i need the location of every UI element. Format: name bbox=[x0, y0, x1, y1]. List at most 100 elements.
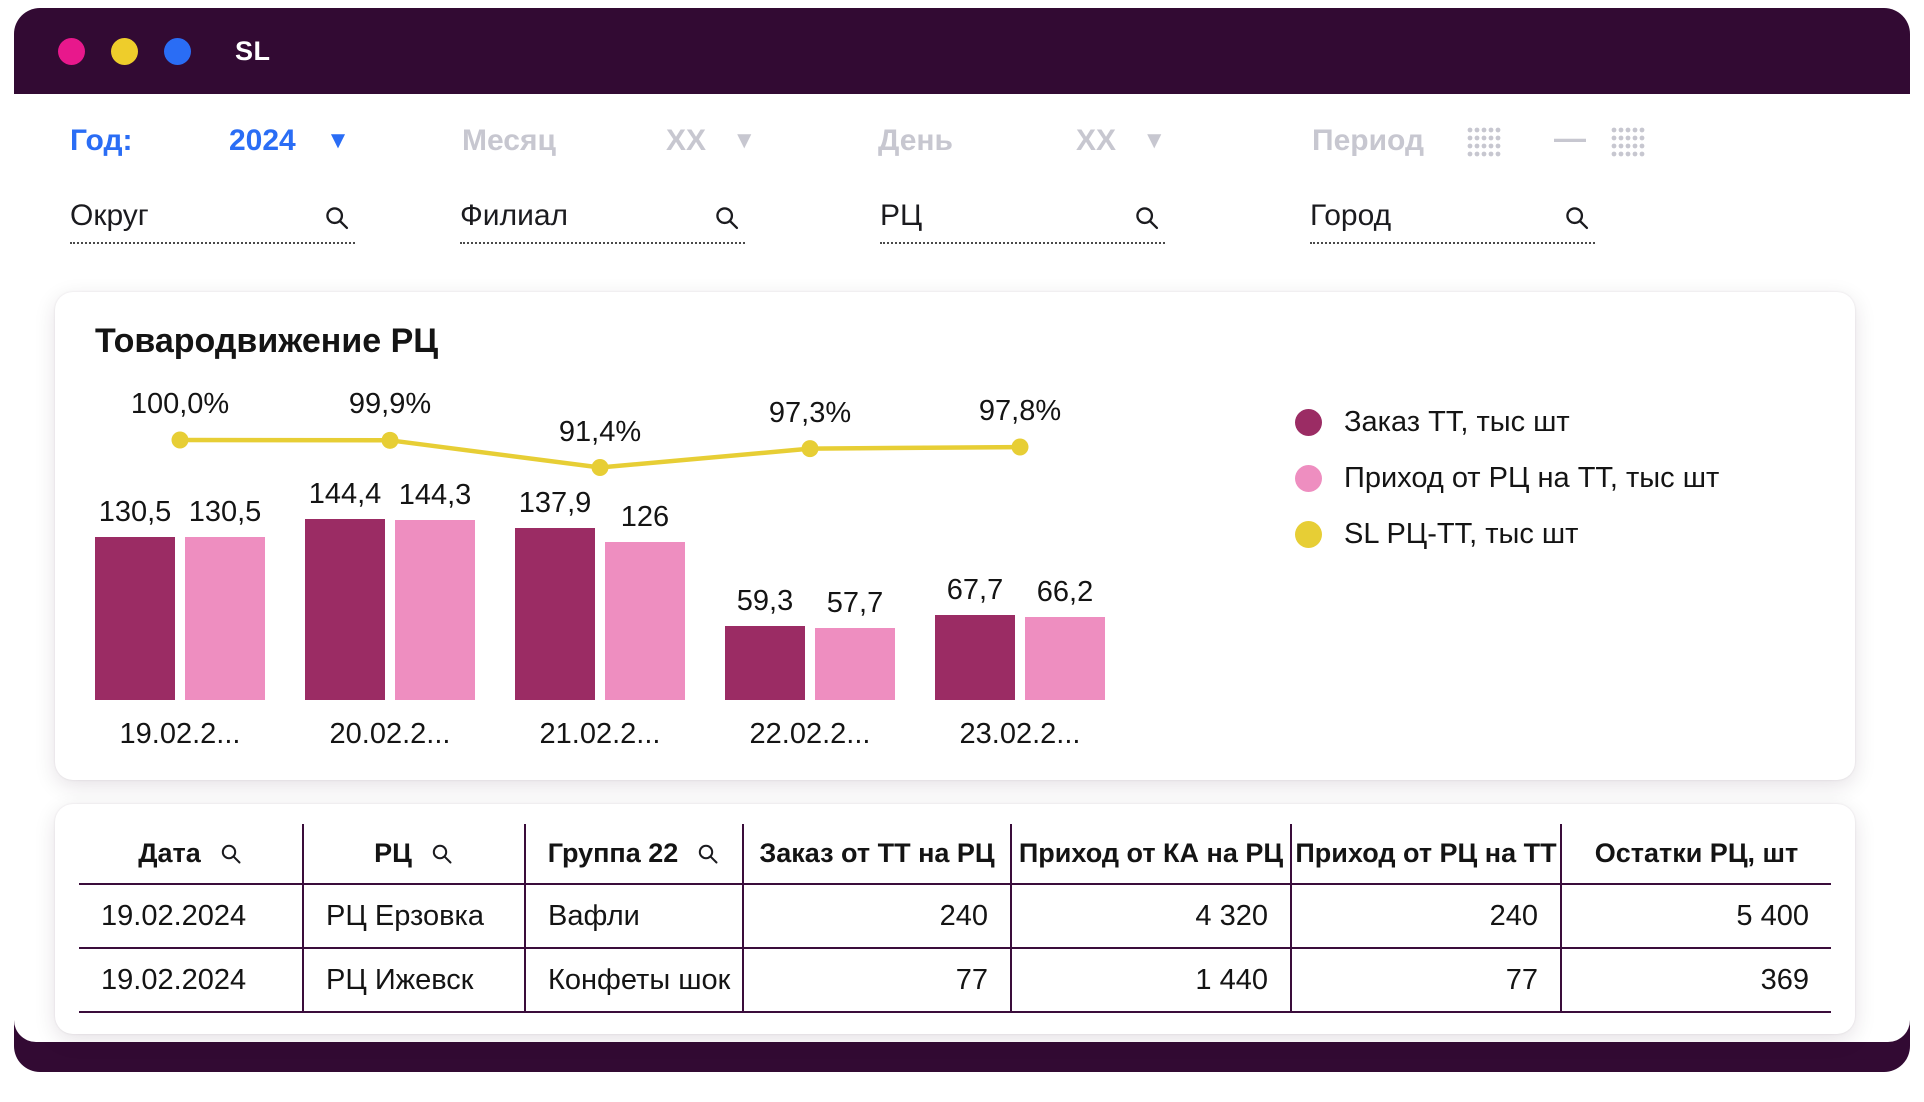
x-axis-label: 19.02.2... bbox=[119, 718, 241, 750]
bar-value-label: 130,5 bbox=[188, 496, 262, 528]
calendar-icon[interactable] bbox=[1610, 126, 1646, 166]
legend-item[interactable]: Заказ ТТ, тыс шт bbox=[1295, 404, 1719, 440]
bar bbox=[95, 537, 175, 700]
chart-legend: Заказ ТТ, тыс шт Приход от РЦ на ТТ, тыс … bbox=[1295, 404, 1719, 572]
column-header-label: Приход от РЦ на ТТ bbox=[1295, 838, 1557, 868]
city-search-input[interactable] bbox=[1310, 194, 1595, 238]
calendar-icon[interactable] bbox=[1466, 126, 1502, 166]
sl-line-point bbox=[801, 440, 819, 458]
day-filter-label: День bbox=[878, 124, 953, 157]
date-range-dash: — bbox=[1554, 120, 1586, 156]
day-select[interactable]: XX ▼ bbox=[1076, 124, 1166, 158]
month-select-value: XX bbox=[666, 124, 707, 157]
sl-line-point bbox=[591, 459, 609, 477]
column-header-label: Остатки РЦ, шт bbox=[1594, 838, 1799, 868]
search-icon[interactable] bbox=[219, 842, 243, 866]
table-cell: 5 400 bbox=[1561, 884, 1831, 949]
bar bbox=[395, 520, 475, 700]
minimize-window-button[interactable] bbox=[111, 37, 138, 65]
city-search-field[interactable] bbox=[1310, 194, 1595, 244]
legend-label: Приход от РЦ на ТТ, тыс шт bbox=[1344, 461, 1720, 494]
goods-movement-chart-card: Товародвижение РЦ 130,5 130,5 19.02.2... 10… bbox=[55, 292, 1855, 780]
bar bbox=[935, 615, 1015, 700]
month-select[interactable]: XX ▼ bbox=[666, 124, 756, 158]
column-header: Приход от РЦ на ТТ bbox=[1291, 824, 1562, 885]
day-select-value: XX bbox=[1076, 124, 1117, 157]
table-cell: Вафли bbox=[525, 884, 744, 949]
chevron-down-icon: ▼ bbox=[326, 127, 350, 154]
table-cell: 19.02.2024 bbox=[79, 884, 304, 949]
table-cell: 19.02.2024 bbox=[79, 948, 304, 1013]
bar-value-label: 126 bbox=[620, 501, 670, 533]
bar bbox=[515, 528, 595, 700]
chart-plot: 130,5 130,5 19.02.2... 100,0% 144,4 144,3 20.0… bbox=[91, 342, 1151, 782]
table-cell: 1 440 bbox=[1011, 948, 1292, 1013]
branch-search-field[interactable] bbox=[460, 194, 745, 244]
maximize-window-button[interactable] bbox=[164, 37, 191, 65]
legend-item[interactable]: Приход от РЦ на ТТ, тыс шт bbox=[1295, 460, 1719, 496]
year-select[interactable]: 2024 ▼ bbox=[229, 124, 350, 158]
bar-value-label: 144,4 bbox=[308, 478, 382, 510]
rc-search-field[interactable] bbox=[880, 194, 1165, 244]
table-row[interactable]: 19.02.2024 РЦ Ижевск Конфеты шок 77 1 440 77 3… bbox=[79, 948, 1831, 1013]
branch-search-input[interactable] bbox=[460, 194, 745, 238]
chart-title: Товародвижение РЦ bbox=[95, 322, 439, 360]
line-value-label: 97,3% bbox=[768, 396, 852, 429]
x-axis-label: 23.02.2... bbox=[959, 718, 1081, 750]
month-filter-label: Месяц bbox=[462, 124, 556, 157]
bar bbox=[305, 519, 385, 700]
bar bbox=[185, 537, 265, 700]
filter-bar-top: Год: 2024 ▼ Месяц XX ▼ День XX ▼ Период bbox=[14, 118, 1910, 168]
chevron-down-icon: ▼ bbox=[1142, 127, 1167, 154]
table-cell: 240 bbox=[1291, 884, 1562, 949]
app-window: SL Год: 2024 ▼ Месяц XX ▼ День XX ▼ Пери… bbox=[14, 8, 1910, 1072]
table-cell: РЦ Ижевск bbox=[303, 948, 526, 1013]
district-search-input[interactable] bbox=[70, 194, 355, 238]
sl-line-point bbox=[381, 431, 399, 449]
table-body: 19.02.2024 РЦ Ерзовка Вафли 240 4 320 240 5 40… bbox=[79, 884, 1831, 1013]
period-filter-label: Период bbox=[1312, 124, 1424, 157]
search-icon[interactable] bbox=[1133, 204, 1161, 232]
chevron-down-icon: ▼ bbox=[732, 127, 757, 154]
filter-bar-search bbox=[14, 194, 1910, 248]
search-icon[interactable] bbox=[1563, 204, 1591, 232]
table-cell: 369 bbox=[1561, 948, 1831, 1013]
line-value-label: 97,8% bbox=[978, 395, 1062, 428]
table-cell: Конфеты шок bbox=[525, 948, 744, 1013]
legend-item[interactable]: SL РЦ-ТТ, тыс шт bbox=[1295, 516, 1719, 552]
table-row[interactable]: 19.02.2024 РЦ Ерзовка Вафли 240 4 320 240 5 40… bbox=[79, 884, 1831, 949]
table-cell: 240 bbox=[743, 884, 1012, 949]
table-header-row: Дата РЦ Группа 22 Заказ от ТТ на РЦ Приход о… bbox=[79, 824, 1831, 885]
search-icon[interactable] bbox=[430, 842, 454, 866]
column-header: РЦ bbox=[303, 824, 526, 885]
search-icon[interactable] bbox=[696, 842, 720, 866]
titlebar: SL bbox=[14, 8, 1910, 94]
column-header-label: Заказ от ТТ на РЦ bbox=[759, 838, 995, 868]
column-header: Заказ от ТТ на РЦ bbox=[743, 824, 1012, 885]
column-header-label: РЦ bbox=[374, 838, 412, 868]
details-table: Дата РЦ Группа 22 Заказ от ТТ на РЦ Приход о… bbox=[79, 824, 1831, 1013]
column-header: Остатки РЦ, шт bbox=[1561, 824, 1831, 885]
details-table-card: Дата РЦ Группа 22 Заказ от ТТ на РЦ Приход о… bbox=[55, 804, 1855, 1034]
x-axis-label: 22.02.2... bbox=[749, 718, 871, 750]
search-icon[interactable] bbox=[713, 204, 741, 232]
rc-search-input[interactable] bbox=[880, 194, 1165, 238]
main-content: Год: 2024 ▼ Месяц XX ▼ День XX ▼ Период bbox=[14, 94, 1910, 1042]
district-search-field[interactable] bbox=[70, 194, 355, 244]
close-window-button[interactable] bbox=[58, 37, 85, 65]
x-axis-label: 21.02.2... bbox=[539, 718, 661, 750]
column-header: Группа 22 bbox=[525, 824, 744, 885]
table-cell: 77 bbox=[743, 948, 1012, 1013]
bar-value-label: 66,2 bbox=[1036, 576, 1094, 608]
search-icon[interactable] bbox=[323, 204, 351, 232]
sl-line-point bbox=[1011, 438, 1029, 456]
table-cell: РЦ Ерзовка bbox=[303, 884, 526, 949]
line-value-label: 99,9% bbox=[348, 388, 432, 421]
bar-value-label: 130,5 bbox=[98, 496, 172, 528]
table-cell: 4 320 bbox=[1011, 884, 1292, 949]
column-header-label: Приход от КА на РЦ bbox=[1018, 838, 1284, 868]
bar bbox=[605, 542, 685, 700]
bar bbox=[815, 628, 895, 700]
legend-dot-icon bbox=[1295, 408, 1322, 436]
bar-value-label: 144,3 bbox=[398, 479, 472, 511]
